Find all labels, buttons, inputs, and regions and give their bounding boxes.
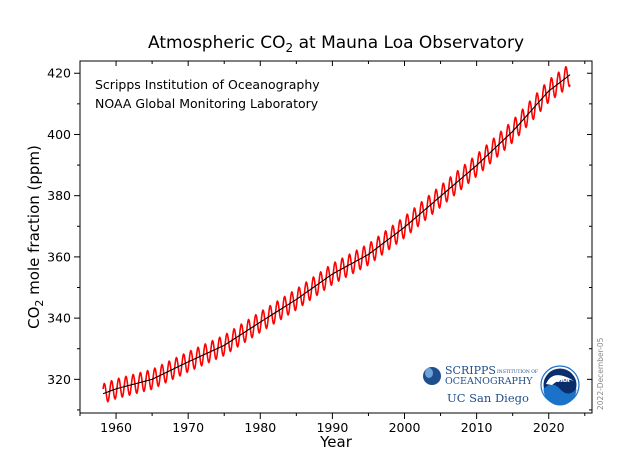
y-tick-label: 360 [47, 249, 71, 264]
annotation-noaa: NOAA Global Monitoring Laboratory [95, 96, 319, 111]
scripps-logo-small: INSTITUTION OF [497, 369, 538, 375]
x-tick-label: 1970 [172, 420, 204, 435]
y-tick-label: 420 [47, 66, 71, 81]
monthly-co2-line [102, 65, 571, 403]
x-tick-label: 1990 [316, 420, 348, 435]
noaa-wave-icon [543, 384, 577, 406]
date-stamp: 2022-December-05 [596, 337, 605, 410]
annotation-scripps: Scripps Institution of Oceanography [95, 77, 320, 92]
y-tick-label: 400 [47, 127, 71, 142]
chart-title: Atmospheric CO2 at Mauna Loa Observatory [148, 33, 524, 55]
y-tick-label: 320 [47, 372, 71, 387]
scripps-globe-highlight [425, 368, 433, 378]
x-axis-label: Year [319, 433, 353, 451]
axis-ticks: 1960 1970 1980 1990 2000 2010 2020 320 340 360 380… [47, 61, 592, 435]
chart-title-sub: 2 [286, 41, 294, 55]
x-tick-label: 2010 [461, 420, 493, 435]
y-axis-label-post: mole fraction (ppm) [25, 145, 43, 299]
x-tick-label: 2020 [533, 420, 565, 435]
y-axis-label-sub: 2 [33, 300, 46, 307]
plot-frame [79, 60, 593, 414]
chart-title-main: Atmospheric CO [148, 33, 286, 53]
noaa-logo: NOAA [540, 365, 580, 406]
y-axis-label: CO2 mole fraction (ppm) [25, 145, 46, 329]
x-tick-label: 2000 [389, 420, 421, 435]
trend-co2-line [102, 74, 571, 395]
ucsd-logo: UC San Diego [447, 391, 529, 405]
chart-title-rest: at Mauna Loa Observatory [293, 33, 524, 53]
y-tick-label: 380 [47, 188, 71, 203]
scripps-logo: SCRIPPS INSTITUTION OF OCEANOGRAPHY [423, 364, 538, 387]
scripps-logo-main: SCRIPPS [445, 364, 496, 377]
noaa-bird-icon [546, 375, 574, 385]
noaa-logo-text: NOAA [550, 377, 570, 384]
y-axis-label-pre: CO [25, 307, 43, 329]
y-tick-label: 340 [47, 311, 71, 326]
x-tick-label: 1960 [100, 420, 132, 435]
scripps-logo-sub: OCEANOGRAPHY [445, 376, 533, 387]
x-tick-label: 1980 [244, 420, 276, 435]
